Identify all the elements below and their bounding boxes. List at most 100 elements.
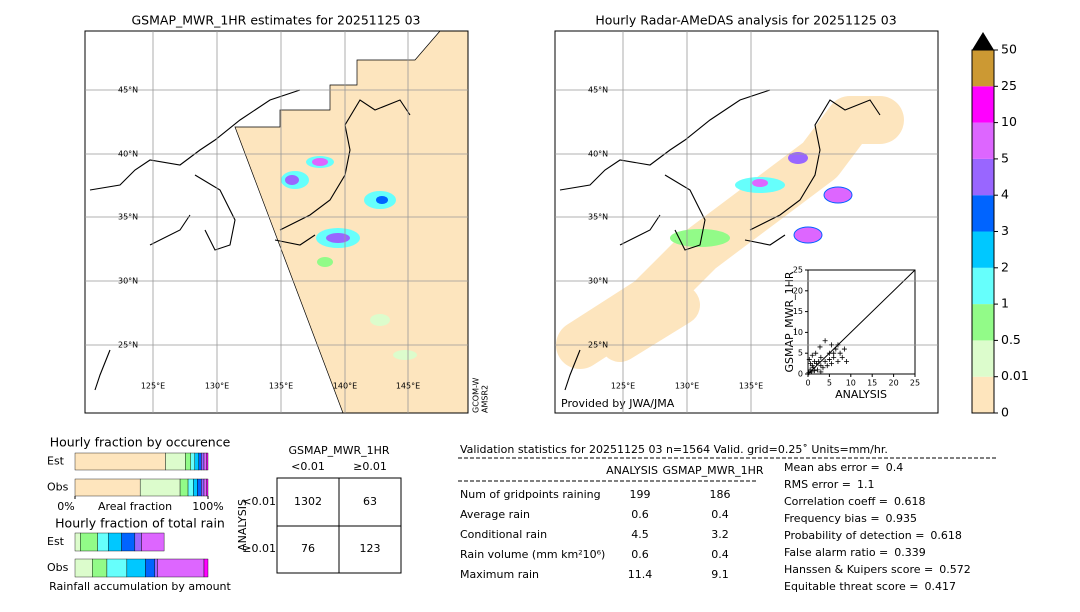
row-value: 0.4 (711, 508, 729, 521)
point (822, 359, 828, 365)
bar-segment (201, 478, 205, 497)
point (811, 368, 817, 374)
point (818, 369, 824, 375)
score: False alarm ratio = 0.339 (784, 546, 926, 559)
point (811, 359, 817, 365)
lon-label: 135°E (269, 382, 293, 391)
lon-label: 130°E (205, 382, 229, 391)
x-tick-label: 100% (192, 500, 223, 513)
colorbar-label: 0 (1001, 405, 1009, 420)
colorbar-segment (972, 158, 994, 196)
colorbar-label: 10 (1001, 114, 1017, 129)
bar-segment (190, 452, 195, 471)
bar-segment (74, 452, 166, 471)
x-tick-label: 5 (827, 379, 832, 388)
y-tick-label: 25 (793, 266, 803, 275)
rain (376, 196, 388, 204)
point (833, 346, 839, 352)
diagonal (807, 269, 916, 375)
bar-segment (197, 478, 202, 497)
validation-header: Validation statistics for 20251125 03 n=… (460, 443, 888, 456)
bar-segment (74, 532, 81, 552)
point (829, 342, 835, 348)
row-value: 199 (630, 488, 651, 501)
point (841, 346, 847, 352)
score-value: 0.618 (930, 529, 962, 542)
x-tick-label: 0 (805, 379, 810, 388)
bar-segment (154, 558, 158, 578)
score: RMS error = 1.1 (784, 478, 874, 491)
score: Hanssen & Kuipers score = 0.572 (784, 563, 971, 576)
point (808, 361, 814, 367)
lon-label: 140°E (333, 382, 357, 391)
colorbar-segment (972, 267, 994, 305)
credit: Provided by JWA/JMA (561, 397, 675, 410)
bar-segment (92, 558, 108, 578)
colorbar-label: 50 (1001, 42, 1017, 57)
rain (788, 152, 808, 164)
category-label: Obs (47, 561, 69, 574)
bar-segment (198, 452, 202, 471)
rain (670, 229, 730, 247)
colorbar-extend (972, 32, 994, 50)
bar-segment (165, 452, 186, 471)
sensor-label: GCOM-W (472, 377, 481, 413)
bar-segment (106, 558, 128, 578)
score-value: 0.339 (894, 546, 926, 559)
bar-segment (157, 558, 205, 578)
col-header: GSMAP_MWR_1HR (662, 464, 763, 477)
x-tick-label: 25 (910, 379, 920, 388)
row-value: 0.6 (631, 548, 649, 561)
bar-segment (201, 452, 205, 471)
score-value: 0.417 (924, 580, 956, 593)
point (806, 370, 812, 376)
score-label: RMS error = (784, 478, 851, 491)
bar-segment (203, 478, 207, 497)
bar-segment (206, 452, 209, 471)
score: Probability of detection = 0.618 (784, 529, 962, 542)
coastline (559, 89, 881, 391)
col-label: <0.01 (291, 460, 325, 473)
bar-segment (187, 478, 194, 497)
x-tick-label: 0% (57, 500, 74, 513)
score-value: 1.1 (857, 478, 875, 491)
bar-segment (194, 452, 199, 471)
colorbar-label: 0.5 (1001, 332, 1021, 347)
rain (393, 350, 417, 360)
bar-segment (193, 478, 198, 497)
point (826, 350, 832, 356)
colorbar-segment (972, 231, 994, 268)
colorbar-label: 4 (1001, 187, 1009, 202)
bar-segment (126, 558, 146, 578)
bar-segment (74, 478, 141, 497)
point (814, 361, 820, 367)
row-value: 0.6 (631, 508, 649, 521)
x-tick-label: 10 (846, 379, 856, 388)
lat-label: 45°N (588, 86, 608, 95)
map-title: GSMAP_MWR_1HR estimates for 20251125 03 (132, 13, 421, 28)
point (831, 350, 837, 356)
score: Correlation coeff = 0.618 (784, 495, 926, 508)
point (824, 363, 830, 369)
rain (752, 179, 768, 187)
col-label: ≥0.01 (353, 460, 387, 473)
score-label: Frequency bias = (784, 512, 880, 525)
table-cell: 1302 (294, 495, 322, 508)
point (829, 361, 835, 367)
rain (312, 158, 328, 166)
category-label: Obs (47, 481, 69, 494)
table-cell: 123 (360, 542, 381, 555)
row-label: Rain volume (mm km²10⁶) (460, 548, 605, 561)
lat-label: 35°N (118, 213, 138, 222)
colorbar-segment (972, 50, 994, 87)
rain (285, 175, 299, 185)
rain (793, 226, 823, 244)
bar-segment (74, 558, 93, 578)
bar-segment (203, 558, 209, 578)
colorbar-label: 5 (1001, 150, 1009, 165)
lat-label: 30°N (588, 277, 608, 286)
lat-label: 35°N (588, 213, 608, 222)
row-value: 11.4 (628, 568, 653, 581)
coverage (600, 285, 700, 362)
